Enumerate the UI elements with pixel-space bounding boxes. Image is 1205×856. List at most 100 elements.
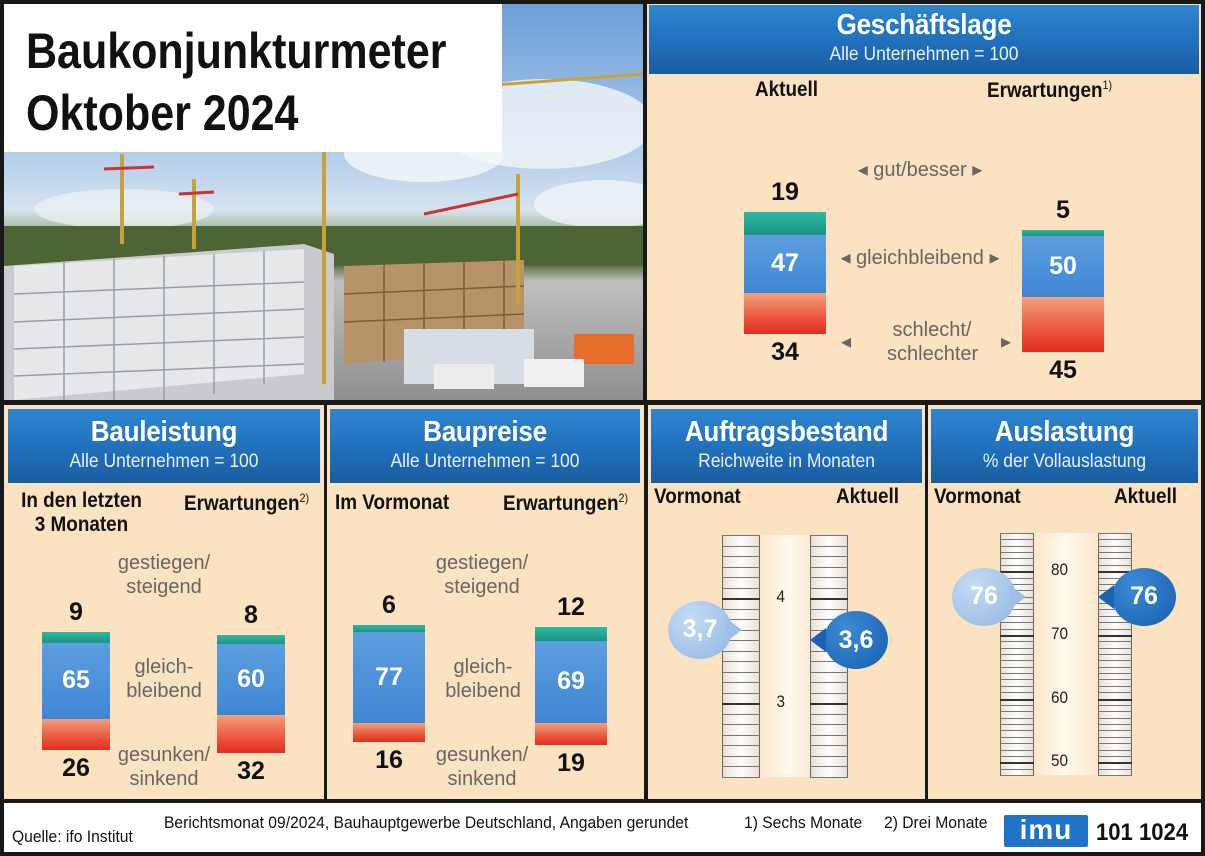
bar-segment-top-0 [353,625,425,633]
bar-segment-bottom-1 [1022,297,1104,352]
gauge-tick [1098,743,1132,745]
gauge-tick [1098,730,1132,732]
gauge-tick [1098,564,1132,566]
gauge-tick [1000,724,1034,726]
bubble-aktuell: 3,6 [824,611,888,670]
bar-value-top-1: 8 [244,601,258,629]
gauge-tick [810,608,848,610]
gauge-tick [722,535,760,536]
gauge-tick [1098,724,1132,726]
gauge-tick [1098,539,1132,541]
subtitle-auslastung: % der Vollauslastung [982,451,1147,472]
gauge-tick-label-2: 60 [1050,687,1068,707]
footer-footnote-1: 1) Sechs Monate [744,813,863,832]
pointer-vormonat [1010,584,1026,609]
panel-auftragsbestand: Auftragsbestand Reichweite in Monaten Vo… [648,405,925,799]
bar-segment-middle-1 [535,641,607,723]
bubble-vormonat: 76 [952,567,1016,626]
bar-value-top-0: 9 [69,598,83,626]
col-label-aktuell: Aktuell [755,78,819,101]
gauge-tick [1098,717,1132,719]
title-line-1: Baukonjunkturmeter [26,23,447,79]
gauge-tick [1000,698,1034,701]
bar-segment-bottom-0 [42,719,110,750]
gauge-tick [810,661,848,663]
gauge-tick [1000,768,1034,770]
panel-geschaeftslage: Geschäftslage Alle Unternehmen = 100 Akt… [647,4,1201,400]
gauge-tick [1098,698,1132,701]
gauge-tick [1098,775,1132,776]
graphic-code: 101 1024 [1096,819,1189,846]
gauge-tick [722,766,760,768]
gauge-tick [810,566,848,568]
bar-segment-top-1 [217,635,285,645]
gauge-tick [722,692,760,694]
gauge-tick [1000,609,1034,611]
footer-note: Berichtsmonat 09/2024, Bauhauptgewerbe D… [164,813,689,832]
gauge-tick [1098,647,1132,649]
gauge-tick-label-0: 4 [776,587,785,607]
title-auslastung: Auslastung [994,416,1135,448]
bar-segment-middle-0 [744,235,826,293]
gauge-tick [1000,654,1034,655]
gauge-tick [1000,743,1034,745]
gauge-tick [1000,583,1034,585]
subtitle-baupreise: Alle Unternehmen = 100 [390,451,580,472]
gauge-tick [722,587,760,589]
col-label-vormonat: Vormonat [934,485,1021,508]
title-geschaeftslage: Geschäftslage [836,9,1012,41]
gauge-tick [1098,660,1132,662]
gauge-tick [1000,558,1034,560]
bar-value-bottom-0: 26 [62,754,90,782]
gauge-tick [1098,571,1132,574]
title-line-2: Oktober 2024 [26,85,299,141]
gauge-tick [810,755,848,757]
gauge-tick-label-0: 80 [1050,560,1068,580]
header-baupreise: Baupreise Alle Unternehmen = 100 [330,409,640,483]
gauge-tick [1098,673,1132,675]
bar-segment-middle-0 [353,632,425,723]
category-gut-besser: ◂ gut/besser ▸ [857,159,983,181]
gauge-glow [1026,533,1106,775]
subtitle-geschaeftslage: Alle Unternehmen = 100 [829,44,1019,65]
gauge-tick [1098,704,1132,706]
category-gestiegen: gestiegen/ steigend [117,552,211,598]
bubble-aktuell: 76 [1112,567,1176,626]
header-auftragsbestand: Auftragsbestand Reichweite in Monaten [651,409,922,483]
gauge-tick [1000,685,1034,687]
title-bauleistung: Bauleistung [90,416,238,448]
gauge-tick [1098,768,1132,770]
subtitle-auftragsbestand: Reichweite in Monaten [698,451,875,472]
footer: Quelle: ifo Institut Berichtsmonat 09/20… [4,803,1201,852]
gauge-tick [1098,628,1132,630]
bar-value-middle-1: 69 [557,666,585,695]
gauge-tick [1000,692,1034,694]
footer-source: Quelle: ifo Institut [12,827,133,846]
gauge-tick [1098,666,1132,668]
gauge-tick [1000,552,1034,554]
pointer-aktuell [810,628,826,653]
gauge-tick [722,745,760,747]
gauge-tick [1098,545,1132,547]
imu-logo: imu [1004,815,1088,847]
gauge-tick [810,713,848,715]
gauge-tick [1098,749,1132,751]
gauge-tick [810,724,848,726]
bar-segment-top-1 [535,627,607,642]
col-label-erwartungen: Erwartungen2) [184,491,310,515]
category-schlecht: ◂ schlecht/ schlechter ▸ [841,319,1011,365]
gauge-tick [1098,736,1132,738]
panel-bauleistung: Bauleistung Alle Unternehmen = 100 In de… [4,405,324,799]
gauge-tick [810,587,848,589]
gauge-tick [1098,692,1132,694]
gauge-tick [1000,615,1034,617]
gauge-tick [1098,685,1132,687]
header-auslastung: Auslastung % der Vollauslastung [931,409,1198,483]
bar-segment-top-0 [42,632,110,643]
bar-value-middle-1: 60 [237,664,265,693]
gauge-tick [1098,654,1132,655]
gauge-tick [1000,660,1034,662]
gauge-tick [1098,552,1132,554]
bar-value-top-1: 12 [557,593,585,621]
gauge-tick [1000,622,1034,624]
